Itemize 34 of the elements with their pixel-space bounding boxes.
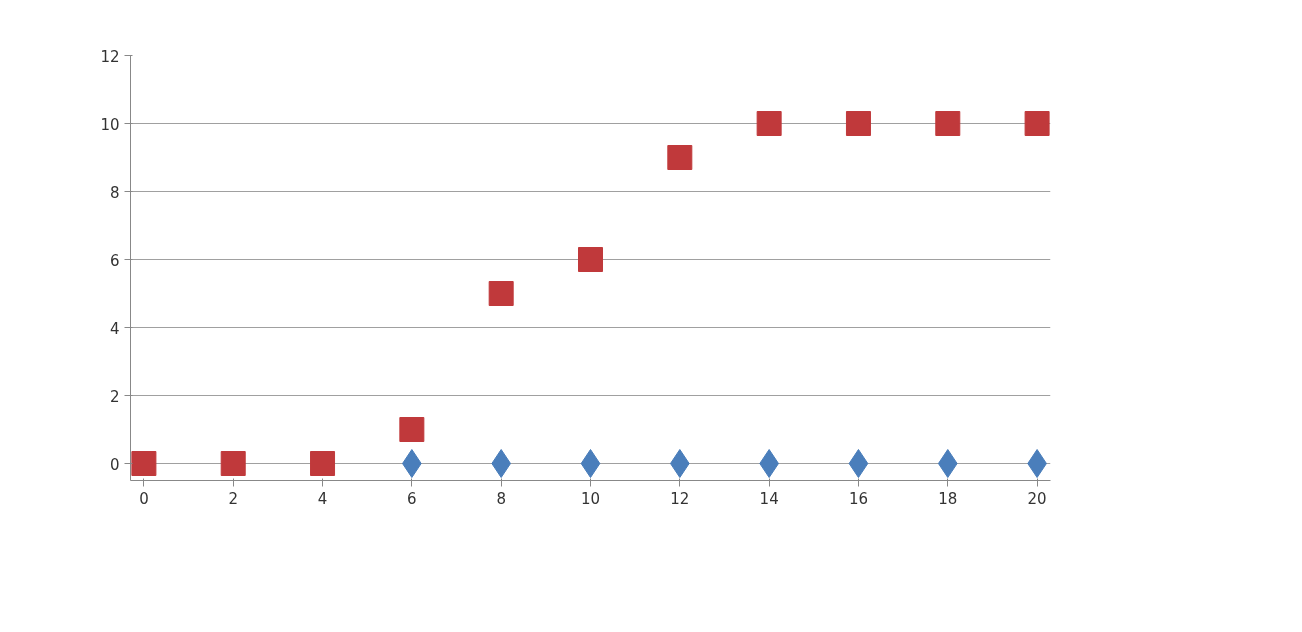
- point: [667, 145, 693, 170]
- point: [845, 111, 871, 136]
- point: [937, 449, 958, 478]
- point: [491, 449, 512, 478]
- x-tick-label: 14: [759, 489, 779, 508]
- point: [310, 451, 336, 476]
- point: [669, 449, 690, 478]
- x-tick-label: 0: [139, 489, 149, 508]
- y-tick-label: 12: [100, 47, 120, 66]
- x-tick-label: 12: [670, 489, 690, 508]
- point: [220, 451, 246, 476]
- y-tick-label: 4: [109, 319, 120, 338]
- point: [756, 111, 782, 136]
- x-tick-label: 16: [848, 489, 869, 508]
- x-tick-label: 18: [938, 489, 958, 508]
- y-tick-label: 2: [109, 387, 120, 406]
- x-tick-label: 8: [496, 489, 506, 508]
- x-tick-label: 4: [317, 489, 328, 508]
- y-tick-label: 6: [109, 251, 120, 270]
- point: [1024, 111, 1050, 136]
- point: [131, 451, 157, 476]
- x-tick-label: 20: [1027, 489, 1047, 508]
- point: [399, 417, 425, 442]
- point: [580, 449, 601, 478]
- point: [848, 449, 869, 478]
- y-tick-label: 8: [109, 183, 120, 202]
- x-tick-label: 10: [580, 489, 601, 508]
- x-tick-label: 6: [407, 489, 417, 508]
- point: [935, 111, 961, 136]
- x-tick-label: 2: [228, 489, 238, 508]
- y-tick-label: 0: [109, 455, 120, 474]
- point: [488, 281, 514, 306]
- point: [578, 247, 603, 272]
- y-tick-label: 10: [100, 115, 120, 134]
